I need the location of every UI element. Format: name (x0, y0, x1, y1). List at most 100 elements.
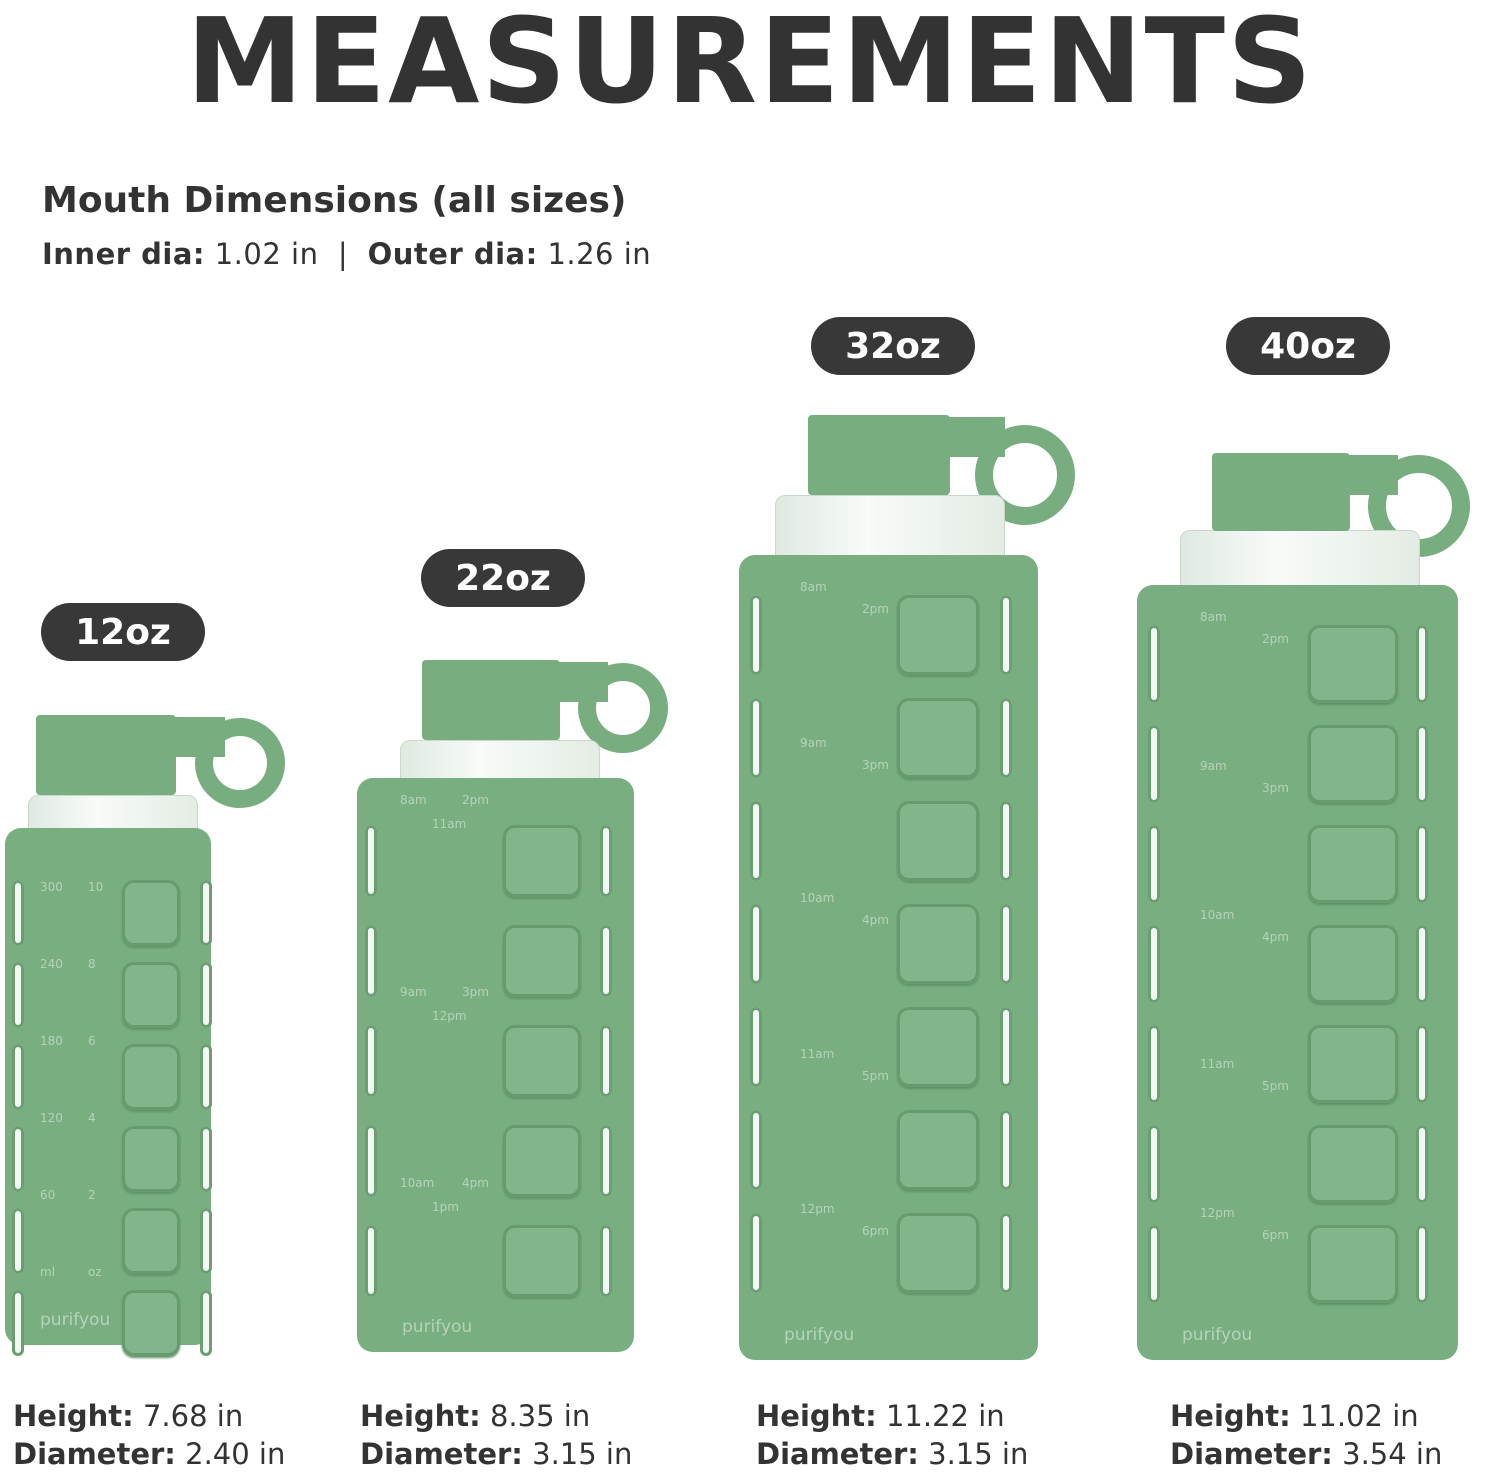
grip-square (122, 962, 180, 1028)
grip-square (897, 801, 979, 881)
grip-square (1308, 1225, 1398, 1303)
measurement-marking: 4pm (862, 913, 889, 928)
brand-logo: purifyou (784, 1325, 855, 1345)
sleeve-window (365, 1225, 377, 1297)
measurement-marking: 2pm (462, 793, 489, 807)
measurement-marking: 9am (400, 984, 427, 999)
grip-square (1308, 825, 1398, 903)
measurement-marking: 9am (1200, 758, 1227, 773)
measurement-marking: 11am (432, 817, 467, 831)
bottle-specs: Height: 11.02 in Diameter: 3.54 in (1170, 1397, 1442, 1473)
measurement-marking: 8 (88, 957, 96, 971)
sleeve-window (600, 925, 612, 997)
brand-logo: purifyou (40, 1310, 111, 1330)
sleeve-window (1000, 1110, 1012, 1190)
measurement-marking: 3pm (862, 757, 889, 772)
sleeve-window (750, 904, 762, 984)
measurement-marking: 6pm (862, 1224, 889, 1239)
measurement-marking: 3pm (462, 984, 489, 999)
diameter-label: Diameter: (360, 1437, 523, 1471)
size-badge: 32oz (811, 317, 975, 375)
sleeve-window (600, 1125, 612, 1197)
bottle-cap (36, 715, 176, 795)
measurement-marking: 8am (1200, 610, 1227, 624)
silicone-sleeve (357, 778, 634, 1352)
size-badge: 22oz (421, 549, 585, 607)
measurement-marking: 1pm (432, 1200, 459, 1215)
grip-square (503, 1025, 581, 1097)
bottle-specs: Height: 7.68 in Diameter: 2.40 in (13, 1397, 285, 1473)
brand-logo: purifyou (1182, 1325, 1253, 1345)
measurement-marking: ml (40, 1265, 56, 1279)
sleeve-window (365, 825, 377, 897)
grip-square (122, 1208, 180, 1274)
grip-square (897, 595, 979, 675)
diameter-value: 3.15 in (532, 1437, 633, 1471)
measurement-marking: 2pm (862, 602, 889, 616)
sleeve-window (750, 801, 762, 881)
height-value: 11.22 in (885, 1399, 1005, 1433)
grip-square (122, 1290, 180, 1356)
measurement-marking: 60 (40, 1188, 56, 1202)
sleeve-window (1416, 925, 1428, 1003)
measurement-marking: 12pm (1200, 1205, 1235, 1220)
diameter-value: 2.40 in (185, 1437, 286, 1471)
sleeve-window (200, 1126, 212, 1192)
sleeve-window (1000, 1213, 1012, 1293)
sleeve-window (1148, 825, 1160, 903)
grip-square (122, 1044, 180, 1110)
sleeve-window (12, 1290, 24, 1356)
height-value: 11.02 in (1299, 1399, 1419, 1433)
sleeve-window (365, 1025, 377, 1097)
measurement-marking: oz (88, 1265, 102, 1279)
sleeve-window (1416, 825, 1428, 903)
sleeve-window (750, 595, 762, 675)
silicone-sleeve (739, 555, 1038, 1360)
grip-square (897, 698, 979, 778)
bottle-cap (1212, 453, 1350, 531)
outer-label: Outer dia: (367, 237, 538, 271)
cap-strap (940, 417, 1005, 457)
measurement-marking: 11am (800, 1046, 835, 1061)
measurement-marking: 12pm (432, 1008, 467, 1023)
measurement-marking: 180 (40, 1034, 63, 1048)
sleeve-window (1416, 1025, 1428, 1103)
grip-square (503, 925, 581, 997)
height-label: Height: (360, 1399, 481, 1433)
sleeve-window (1148, 625, 1160, 703)
sleeve-window (750, 1110, 762, 1190)
measurement-marking: 4 (88, 1111, 96, 1125)
measurement-marking: 2 (88, 1188, 96, 1202)
grip-square (897, 1007, 979, 1087)
measurement-marking: 12pm (800, 1202, 835, 1217)
size-badge: 40oz (1226, 317, 1390, 375)
sleeve-window (1148, 725, 1160, 803)
diameter-label: Diameter: (756, 1437, 919, 1471)
outer-value: 1.26 in (547, 237, 652, 271)
mouth-heading: Mouth Dimensions (all sizes) (42, 180, 627, 221)
height-label: Height: (13, 1399, 134, 1433)
sleeve-window (365, 925, 377, 997)
sleeve-window (600, 1225, 612, 1297)
sleeve-window (1416, 1225, 1428, 1303)
grip-square (1308, 725, 1398, 803)
grip-square (122, 880, 180, 946)
measurement-marking: 6pm (1262, 1227, 1289, 1242)
diameter-label: Diameter: (1170, 1437, 1333, 1471)
measurement-marking: 4pm (1262, 929, 1289, 944)
sleeve-window (12, 1208, 24, 1274)
sleeve-window (1000, 595, 1012, 675)
bottle-neck (1180, 530, 1420, 595)
silicone-sleeve (1137, 585, 1458, 1360)
grip-square (503, 1125, 581, 1197)
grip-square (122, 1126, 180, 1192)
measurement-marking: 10 (88, 880, 104, 894)
measurement-marking: 2pm (1262, 632, 1289, 646)
sleeve-window (1000, 801, 1012, 881)
sleeve-window (1148, 1125, 1160, 1203)
grip-square (503, 825, 581, 897)
inner-label: Inner dia: (42, 237, 206, 271)
measurement-marking: 8am (400, 793, 427, 807)
measurement-marking: 9am (800, 735, 827, 750)
inner-value: 1.02 in (214, 237, 319, 271)
